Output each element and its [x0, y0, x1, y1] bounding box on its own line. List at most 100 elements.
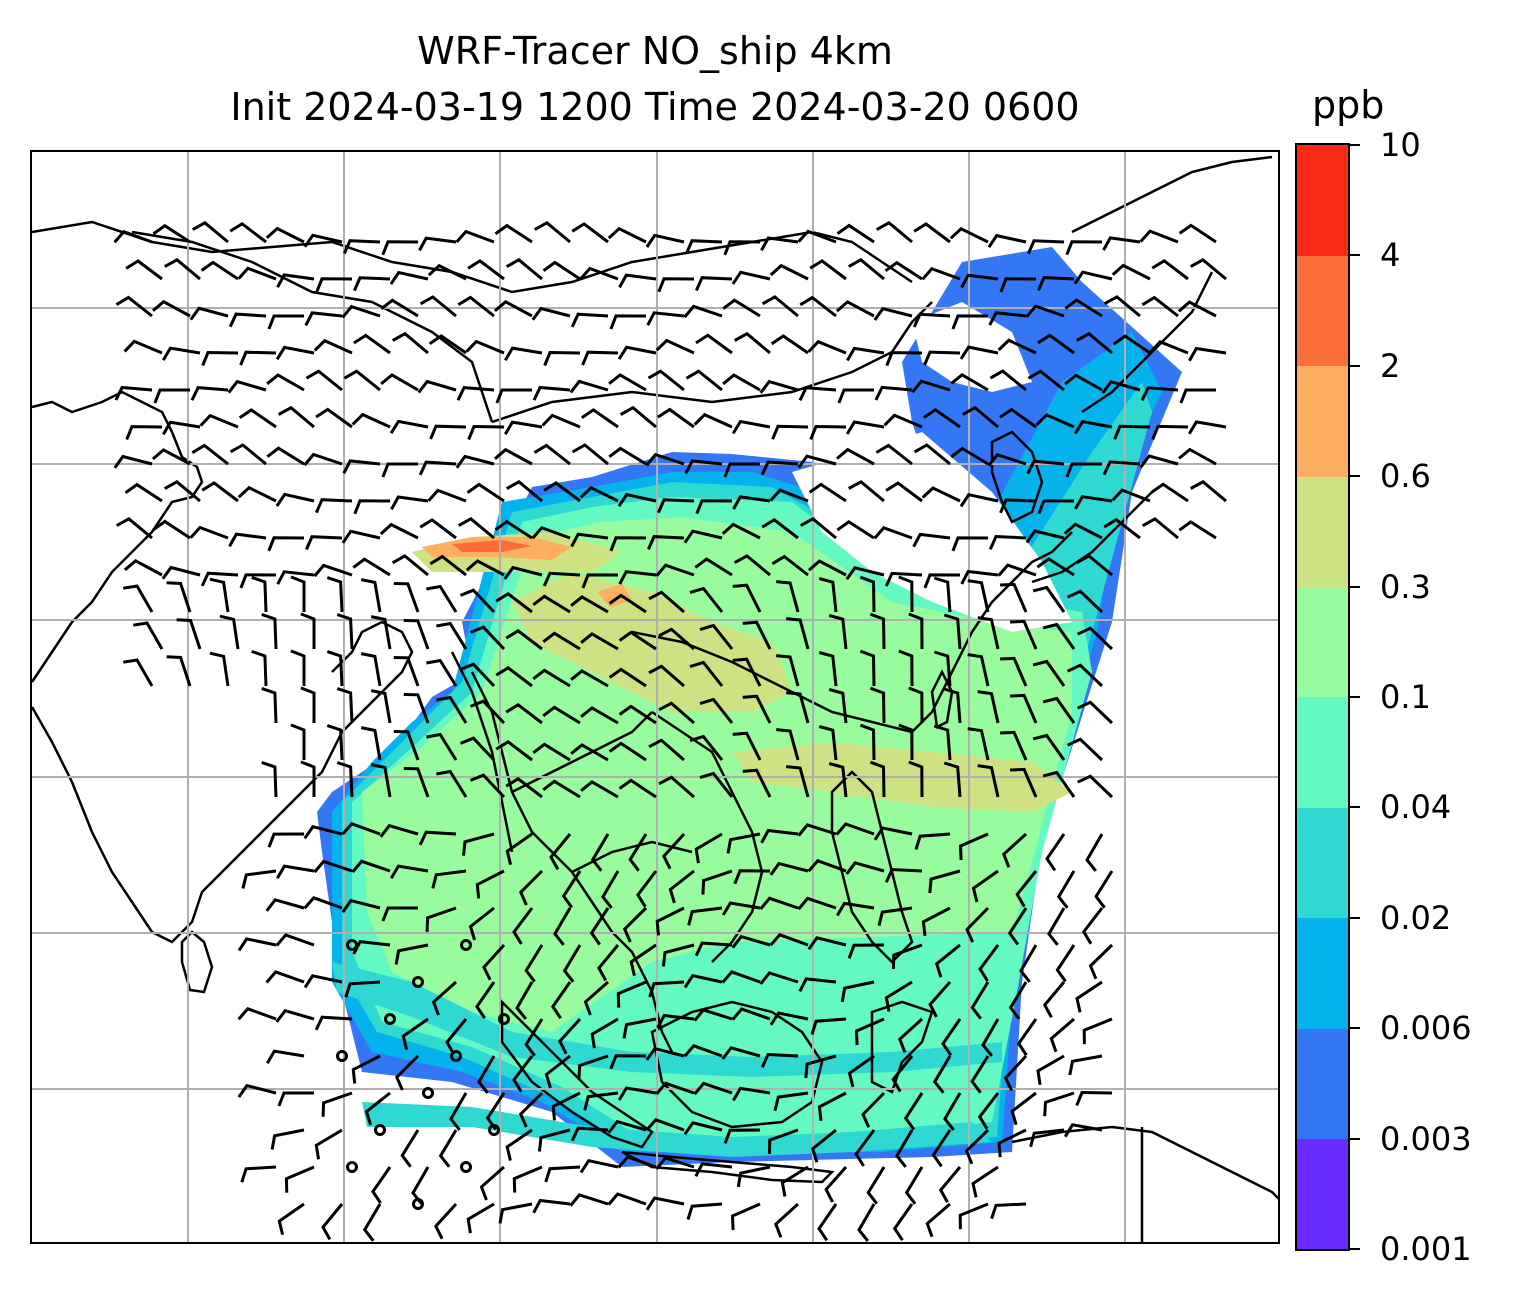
wind-barb: [780, 1165, 809, 1197]
wind-barb: [1178, 223, 1217, 244]
wind-barb: [1139, 454, 1179, 469]
wind-barb: [425, 906, 457, 932]
coastline-newguinea: [1011, 1125, 1278, 1200]
wind-barb: [628, 833, 648, 872]
wind-barb: [533, 220, 571, 244]
wind-barb: [636, 870, 658, 908]
wind-barb: [557, 1017, 582, 1055]
wind-barb: [1082, 1017, 1113, 1045]
wind-barb: [1010, 619, 1038, 650]
wind-barb: [771, 424, 809, 440]
wind-barb: [845, 420, 885, 435]
wind-barb: [1037, 333, 1075, 355]
wind-barb: [928, 981, 952, 1018]
wind-barb: [276, 570, 315, 585]
wind-barb: [1085, 833, 1104, 872]
wind-barb: [1068, 1054, 1103, 1076]
wind-barb: [360, 726, 382, 761]
tracer-field: [317, 247, 1182, 1167]
wind-barb: [411, 1166, 430, 1205]
wind-barb: [1025, 304, 1065, 318]
wind-barb: [380, 373, 419, 392]
wind-barb: [589, 907, 610, 946]
wind-barb: [1189, 257, 1227, 281]
wind-barb: [608, 593, 647, 614]
wind-barb: [467, 424, 505, 441]
wind-barb: [693, 412, 733, 429]
wind-barb: [922, 407, 961, 429]
wind-barb: [617, 345, 657, 360]
wind-barb: [760, 236, 799, 252]
wind-barb: [847, 1054, 875, 1088]
colorbar-segment: [1297, 145, 1348, 256]
wind-barb: [276, 273, 315, 288]
wind-barb: [1016, 1018, 1038, 1057]
wind-barb: [251, 649, 268, 687]
colorbar-tick-label: 2: [1380, 346, 1401, 385]
wind-barb: [418, 236, 457, 252]
wind-barb: [580, 408, 619, 429]
wind-barb: [695, 333, 733, 355]
colorbar-tick-label: 0.006: [1380, 1009, 1472, 1048]
wind-barb: [804, 1054, 837, 1079]
wind-barb: [314, 1128, 343, 1160]
wind-barb: [313, 859, 353, 874]
wind-barb: [176, 618, 202, 650]
wind-barb: [943, 761, 962, 798]
wind-barb: [732, 583, 762, 613]
wind-barb: [577, 1054, 609, 1080]
wind-barb: [123, 339, 163, 355]
wind-barb: [1042, 696, 1076, 724]
wind-barb: [1064, 298, 1103, 318]
wind-barb: [379, 823, 419, 838]
coastline-sumatra: [500, 998, 654, 1149]
wind-barb: [934, 943, 961, 978]
wind-barb: [477, 1055, 496, 1094]
wind-barb: [191, 443, 229, 466]
wind-barb: [403, 619, 430, 650]
colorbar-tick: [1350, 364, 1360, 367]
wind-barb: [284, 1165, 315, 1193]
wind-barb: [817, 1091, 847, 1121]
wind-barb: [1081, 907, 1104, 945]
wind-barb: [265, 970, 305, 984]
field-region-yellow: [512, 572, 792, 712]
wind-barb: [978, 944, 1000, 982]
wind-barb: [403, 693, 430, 724]
wind-barb: [1029, 1128, 1065, 1148]
coastline-india-south: [32, 706, 363, 944]
wind-barb: [931, 1129, 952, 1168]
wind-barb: [326, 724, 344, 761]
wind-barb: [303, 452, 343, 467]
wind-barb: [797, 823, 837, 837]
wind-barb: [908, 760, 924, 798]
wind-barb: [426, 584, 458, 613]
wind-barb: [655, 338, 695, 355]
wind-barb: [774, 1202, 800, 1238]
wind-barb: [648, 590, 685, 614]
wind-barb: [341, 304, 381, 319]
wind-barb: [336, 761, 354, 798]
calm-wind-marker: [374, 1124, 386, 1136]
colorbar-tick-label: 0.3: [1380, 567, 1431, 606]
wind-barb: [515, 981, 534, 1020]
wind-barb: [866, 1166, 886, 1205]
wind-barb: [988, 311, 1027, 326]
wind-barb: [683, 304, 723, 319]
wind-barb: [959, 345, 999, 360]
wind-barb: [467, 259, 505, 281]
wind-barb: [229, 221, 267, 244]
wind-barb: [544, 1165, 581, 1183]
wind-barb: [769, 263, 809, 281]
wind-barb: [336, 687, 354, 724]
wind-barb: [921, 906, 951, 936]
wind-barb: [265, 898, 305, 912]
wind-barb: [518, 1091, 544, 1128]
wind-barb: [541, 413, 581, 429]
wind-barb: [300, 760, 316, 797]
wind-barb: [543, 350, 581, 367]
calm-wind-marker: [384, 1013, 396, 1025]
wind-barb: [152, 223, 191, 244]
wind-barb: [266, 1049, 305, 1064]
wind-barb: [891, 1055, 914, 1093]
